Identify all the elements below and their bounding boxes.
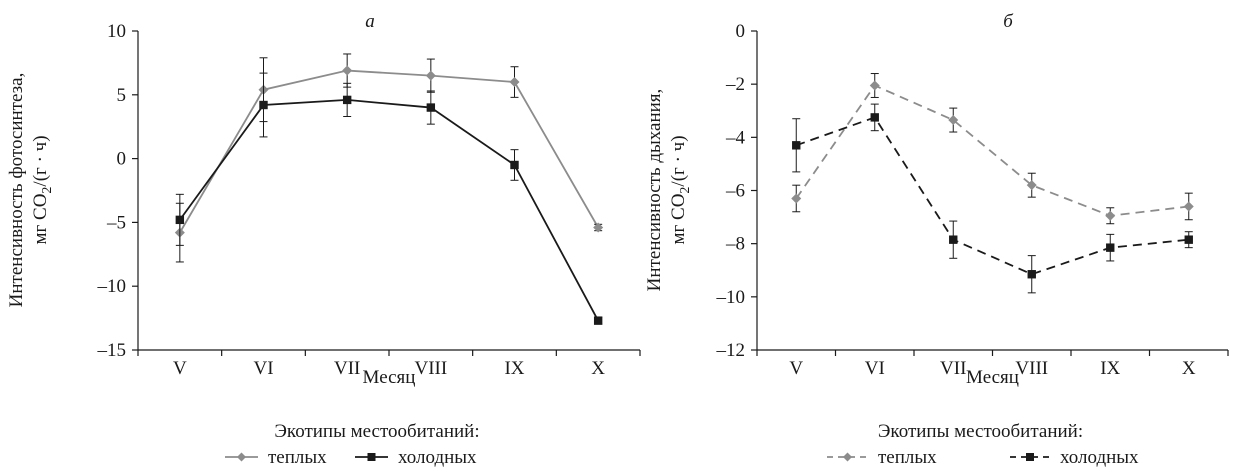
panel-letter: б (1003, 11, 1014, 32)
x-axis-title: Месяц (966, 367, 1019, 388)
legend-label: холодных (1060, 447, 1139, 468)
x-tick-label: VII (334, 358, 360, 379)
x-tick-label: X (1182, 358, 1196, 379)
y-tick-label: –12 (716, 340, 746, 361)
y-tick-label: –6 (725, 181, 745, 202)
data-point-diamond (425, 70, 436, 81)
legend-title: Экотипы местообитаний: (878, 421, 1083, 442)
legend-marker-square (367, 453, 376, 461)
data-point-diamond (948, 115, 959, 126)
x-axis-title: Месяц (363, 367, 416, 388)
data-point-square (593, 316, 603, 325)
x-tick-label: VI (253, 358, 273, 379)
data-point-square (259, 100, 268, 110)
data-point-diamond (869, 80, 880, 91)
series-warm (174, 53, 604, 263)
series-line (179, 99, 599, 322)
legend-label: холодных (398, 447, 477, 468)
legend-marker-diamond (237, 452, 246, 462)
data-point-diamond (1183, 201, 1194, 212)
data-point-square (175, 215, 185, 225)
y-tick-label: –2 (725, 74, 745, 95)
y-axis-title-line2: мг CO2/(г · ч) (30, 135, 55, 244)
chart-panel-photosynthesis: а 10 5 0 –5 –10 –15 V VI VII VIII IX X Месяц Интенсивн… (6, 11, 641, 468)
y-axis-unit-subscript: 2 (40, 187, 55, 194)
data-point-diamond (1105, 210, 1116, 221)
y-axis-unit-suffix: /(г · ч) (668, 135, 689, 186)
y-tick-label: –10 (716, 287, 746, 308)
legend-marker-diamond (843, 452, 852, 462)
chart-panel-respiration: б 0 –2 –4 –6 –8 –10 –12 V VI VII VIII IX X Месяц Интенс… (644, 11, 1229, 468)
data-point-square (1184, 235, 1193, 244)
x-tick-label: IX (1100, 358, 1120, 379)
data-point-diamond (1026, 180, 1037, 191)
x-tick-label: VII (940, 358, 966, 379)
series-line (795, 84, 1189, 217)
data-point-diamond (791, 193, 802, 204)
series-cold (792, 103, 1193, 294)
series-line (179, 69, 599, 234)
y-axis-unit-suffix: /(г · ч) (30, 135, 51, 186)
y-axis-title-line1: Интенсивность фотосинтеза, (6, 73, 27, 308)
x-tick-label: V (789, 358, 803, 379)
y-tick-label: 5 (117, 85, 127, 106)
x-tick-label: V (173, 358, 187, 379)
data-point-square (1027, 270, 1036, 279)
legend: Экотипы местообитаний: теплых холодных (827, 421, 1139, 468)
legend-title: Экотипы местообитаний: (274, 421, 479, 442)
legend: Экотипы местообитаний: теплых холодных (225, 421, 480, 468)
data-point-diamond (342, 65, 353, 76)
legend-label: теплых (878, 447, 937, 468)
x-tick-label: X (591, 358, 605, 379)
data-point-square (949, 235, 958, 244)
data-point-diamond (509, 77, 520, 88)
legend-marker-square (1026, 453, 1034, 461)
data-point-square (426, 103, 436, 112)
x-tick-label: VIII (1015, 358, 1048, 379)
x-tick-label: VI (865, 358, 885, 379)
y-tick-label: –10 (97, 276, 127, 297)
data-point-square (792, 141, 801, 150)
y-tick-label: –5 (106, 212, 126, 233)
y-tick-label: 10 (107, 21, 126, 42)
y-tick-label: –15 (97, 340, 127, 361)
y-axis-unit-subscript: 2 (678, 187, 693, 194)
y-tick-label: 0 (736, 21, 746, 42)
legend-label: теплых (268, 447, 327, 468)
x-tick-label: IX (504, 358, 524, 379)
y-axis-title-line1: Интенсивность дыхания, (644, 89, 665, 292)
y-tick-label: –8 (725, 234, 745, 255)
y-tick-label: –4 (725, 127, 746, 148)
series-cold (175, 72, 603, 325)
y-axis-unit-prefix: мг CO (30, 194, 51, 245)
x-tick-label: VIII (414, 358, 447, 379)
data-point-square (342, 95, 352, 105)
panel-letter: а (365, 11, 375, 32)
data-point-diamond (593, 222, 604, 233)
data-point-square (870, 113, 879, 122)
series-warm (791, 73, 1194, 225)
y-tick-label: 0 (117, 149, 127, 170)
y-axis-title-line2: мг CO2/(г · ч) (668, 135, 693, 244)
y-axis-unit-prefix: мг CO (668, 194, 689, 245)
data-point-square (510, 160, 519, 170)
series-line (795, 116, 1189, 276)
data-point-square (1106, 243, 1115, 252)
